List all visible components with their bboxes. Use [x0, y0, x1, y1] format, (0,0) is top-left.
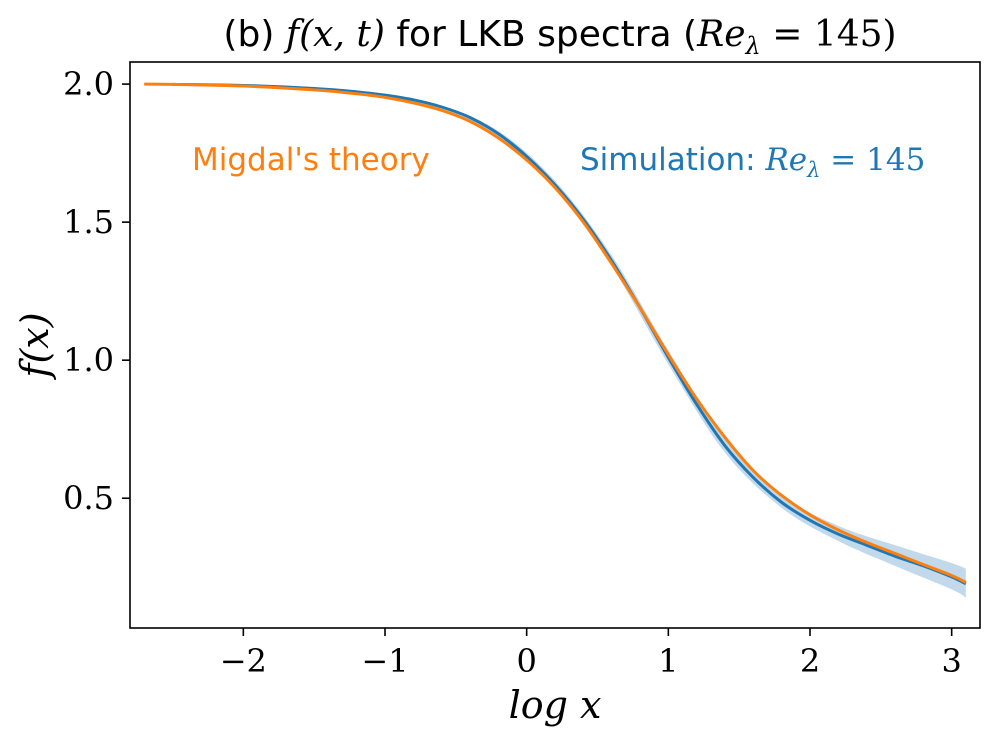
y-tick-label: 2.0: [63, 65, 114, 103]
x-axis-label: log x: [509, 683, 602, 727]
y-tick-label: 1.0: [63, 341, 114, 379]
y-axis-label: f(x): [13, 312, 57, 380]
title-prefix: (b): [223, 14, 285, 55]
simulation-annotation-sub: λ: [806, 158, 820, 182]
axes-frame: [129, 61, 981, 629]
y-axis-ticks: 0.5 1.0 1.5 2.0: [63, 65, 130, 517]
x-tick-label: 1: [658, 642, 678, 680]
simulation-annotation-eq: = 145: [820, 142, 925, 178]
plot-area: [144, 82, 967, 598]
y-tick-label: 1.5: [63, 203, 114, 241]
title-math-sub: λ: [745, 32, 761, 60]
simulation-annotation-prefix: Simulation:: [580, 142, 765, 178]
title-math-re: Re: [696, 14, 745, 55]
y-tick-label: 0.5: [63, 479, 114, 517]
x-tick-label: 2: [800, 642, 820, 680]
title-mid: for LKB spectra (: [385, 14, 697, 55]
x-tick-label: 0: [516, 642, 536, 680]
simulation-annotation: Simulation: Reλ = 145: [580, 142, 925, 182]
title-math-eq: = 145): [761, 14, 897, 55]
x-tick-label: −1: [361, 642, 408, 680]
theory-line: [144, 82, 967, 584]
simulation-annotation-re: Re: [764, 142, 807, 178]
chart-title: (b) f(x, t) for LKB spectra (Reλ = 145): [223, 14, 896, 60]
x-tick-label: −2: [220, 642, 267, 680]
x-axis-ticks: −2 −1 0 1 2 3: [220, 628, 962, 680]
x-tick-label: 3: [941, 642, 961, 680]
theory-annotation: Migdal's theory: [192, 142, 430, 178]
title-math-f: f(x, t): [283, 14, 385, 55]
